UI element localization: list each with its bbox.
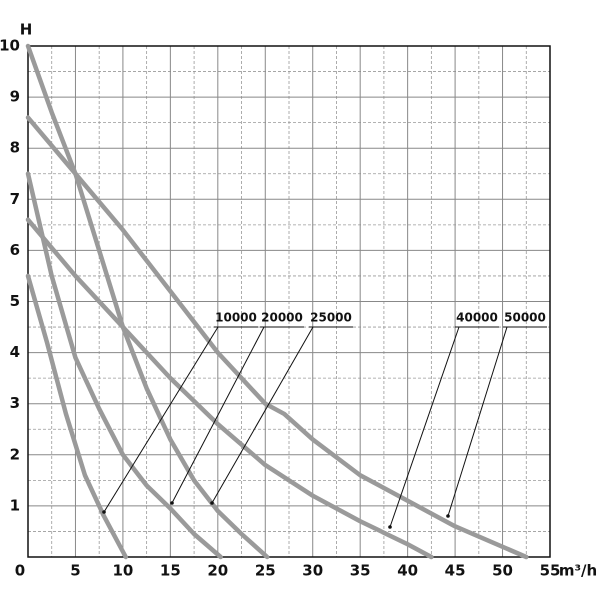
leader-tip	[102, 510, 106, 514]
x-tick-label: 55	[540, 562, 561, 580]
x-tick-label: 25	[255, 562, 276, 580]
curve	[25, 273, 129, 560]
leader-line	[171, 326, 265, 504]
curve	[25, 115, 529, 560]
curve-label: 40000	[456, 311, 498, 325]
leader-tip	[170, 501, 174, 505]
leader-line	[447, 326, 508, 517]
leader-tip	[210, 501, 214, 505]
y-tick-label: 4	[10, 343, 20, 361]
y-tick-label: 8	[10, 139, 20, 157]
leader-tip	[388, 525, 392, 529]
x-tick-label: 0	[15, 562, 25, 580]
y-tick-label: 3	[10, 394, 20, 412]
curve-label: 20000	[261, 311, 303, 325]
x-tick-label: 30	[302, 562, 323, 580]
y-tick-label: 6	[10, 241, 20, 259]
x-tick-label: 10	[112, 562, 133, 580]
x-tick-label: 5	[70, 562, 80, 580]
y-axis-label: H	[20, 21, 33, 39]
x-axis-label: m³/h	[559, 562, 597, 580]
plot-frame	[27, 45, 551, 558]
x-tick-label: 35	[350, 562, 371, 580]
y-tick-label: 1	[10, 496, 20, 514]
leader-line	[103, 326, 219, 513]
leader-line	[211, 326, 314, 504]
curve	[25, 43, 270, 560]
x-tick-label: 50	[492, 562, 513, 580]
x-tick-label: 15	[160, 562, 181, 580]
curve	[25, 217, 434, 560]
leader-tip	[446, 514, 450, 518]
curve	[25, 171, 223, 560]
x-tick-label: 40	[397, 562, 418, 580]
curve-label: 25000	[310, 311, 352, 325]
y-tick-label: 2	[10, 445, 20, 463]
y-tick-label: 10	[0, 37, 20, 55]
curve-label: 10000	[215, 311, 257, 325]
y-tick-label: 9	[10, 88, 20, 106]
y-tick-label: 7	[10, 190, 20, 208]
leader-line	[389, 326, 460, 528]
x-tick-label: 20	[207, 562, 228, 580]
x-tick-label: 45	[445, 562, 466, 580]
curve-label: 50000	[504, 311, 546, 325]
y-tick-label: 5	[10, 292, 20, 310]
